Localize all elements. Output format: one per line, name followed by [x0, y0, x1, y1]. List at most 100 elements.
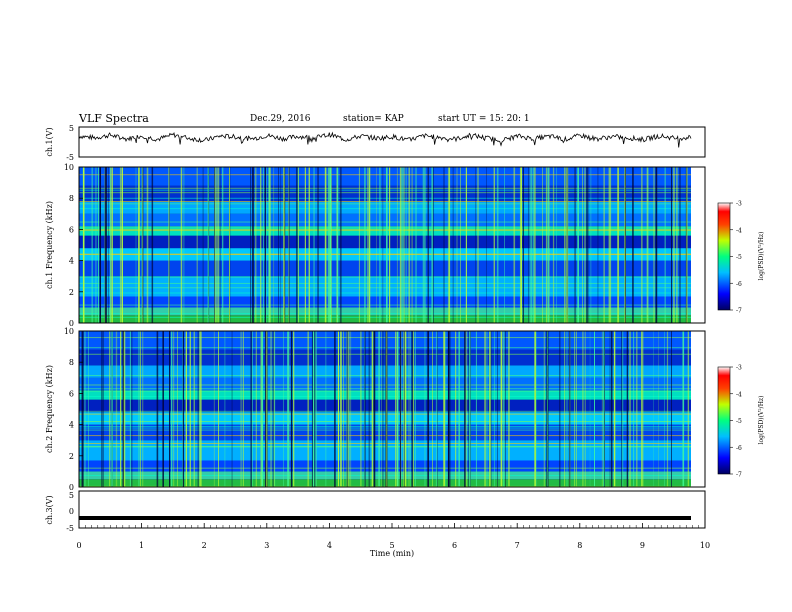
spectrogram-band	[79, 315, 691, 323]
ch1-ytick-bottom: -5	[66, 153, 74, 162]
spectrogram-sferic	[274, 331, 276, 487]
spectrogram-sferic	[104, 167, 106, 323]
spectrogram-sferic	[122, 331, 124, 487]
spectrogram-sferic	[589, 331, 591, 487]
spectrogram-sferic	[260, 167, 262, 323]
spectrogram-sferic	[216, 167, 218, 323]
spectrogram-sferic	[552, 167, 555, 323]
freq-tick-label: 2	[69, 288, 74, 297]
spectrogram-sferic	[534, 331, 536, 487]
spectrogram-sferic	[609, 331, 611, 487]
spectrogram-sferic	[642, 331, 644, 487]
spectrogram-sferic	[448, 167, 451, 323]
spectrogram-sferic	[151, 167, 154, 323]
spectrogram-sferic	[401, 167, 402, 323]
spectrogram-sferic	[222, 167, 224, 323]
spectrogram-sferic	[135, 167, 137, 323]
spectrogram-sferic	[455, 331, 457, 487]
spectrogram-sferic	[251, 167, 253, 323]
spectrogram-sferic	[378, 331, 380, 487]
spectrogram-line	[79, 390, 691, 392]
spectrogram-line	[79, 287, 691, 289]
spectrogram-sferic	[131, 331, 133, 487]
spectrogram-sferic	[340, 331, 342, 487]
colorbar-tick-label: -7	[736, 308, 742, 315]
spectrogram-sferic	[368, 331, 371, 487]
spectrogram-sferic	[105, 167, 107, 323]
spectrogram-sferic	[264, 167, 266, 323]
spectrogram-sferic	[452, 167, 454, 323]
spectrogram-band	[79, 331, 691, 350]
spectrogram-sferic	[468, 331, 469, 487]
spectrogram-sferic	[458, 331, 460, 487]
spectrogram-sferic	[81, 331, 83, 487]
spectrogram-line	[79, 254, 691, 256]
spectrogram-sferic	[617, 167, 619, 323]
spectrogram-sferic	[547, 167, 549, 323]
spectrogram-sferic	[399, 331, 401, 487]
spectrogram-sferic	[475, 331, 477, 487]
freq-tick-label: 6	[69, 389, 74, 398]
spectrogram-sferic	[182, 331, 184, 487]
spectrogram-line	[79, 467, 691, 469]
spectrogram-sferic	[376, 167, 377, 323]
spectrogram-line	[79, 353, 691, 355]
spectrogram-sferic	[252, 167, 254, 323]
spectrogram-sferic	[629, 331, 631, 487]
spectrogram-sferic	[261, 331, 264, 487]
spectrogram-line	[79, 388, 691, 390]
spectrogram-sferic	[287, 331, 289, 487]
freq-tick-label: 6	[69, 225, 74, 234]
spectrogram-sferic	[574, 167, 576, 323]
spectrogram-sferic	[504, 167, 505, 323]
spectrogram-sferic	[489, 331, 491, 487]
spectrogram-sferic	[564, 331, 566, 487]
spectrogram-sferic	[197, 331, 199, 487]
spectrogram-sferic	[653, 167, 655, 323]
spectrogram-band	[79, 213, 691, 227]
spectrogram-sferic	[641, 331, 643, 487]
spectrogram-sferic	[519, 167, 521, 323]
spectrogram-sferic	[385, 331, 387, 487]
spectrogram-sferic	[412, 331, 414, 487]
spectrogram-sferic	[110, 167, 112, 323]
spectrogram-sferic	[273, 167, 275, 323]
spectrogram-sferic	[532, 167, 535, 323]
spectrogram-sferic	[494, 331, 495, 487]
spectrogram-sferic	[613, 331, 616, 487]
spectrogram-sferic	[397, 331, 399, 487]
spectrogram-sferic	[122, 167, 123, 323]
x-tick-label: 0	[76, 541, 81, 550]
spectrogram-sferic	[590, 167, 592, 323]
spectrogram-sferic	[422, 167, 424, 323]
spectrogram-sferic	[183, 167, 185, 323]
spectrogram-line	[79, 304, 691, 306]
spectrogram-sferic	[173, 331, 175, 487]
spectrogram-sferic	[574, 331, 576, 487]
spectrogram-sferic	[547, 331, 548, 487]
spectrogram-line	[79, 292, 691, 294]
ch2-spectrogram-image	[79, 331, 705, 487]
spectrogram-sferic	[522, 167, 524, 323]
spectrogram-sferic	[251, 331, 253, 487]
spectrogram-sferic	[214, 167, 215, 323]
spectrogram-sferic	[263, 167, 264, 323]
spectrogram-sferic	[432, 331, 433, 487]
spectrogram-sferic	[269, 167, 271, 323]
spectrogram-sferic	[364, 167, 366, 323]
spectrogram-band	[79, 235, 691, 249]
spectrogram-band	[79, 349, 691, 366]
spectrogram-sferic	[168, 167, 170, 323]
spectrogram-sferic	[584, 331, 586, 487]
spectrogram-sferic	[115, 331, 118, 487]
spectrogram-sferic	[297, 167, 299, 323]
spectrogram-sferic	[671, 167, 673, 323]
spectrogram-sferic	[217, 167, 220, 323]
ch1-spectrogram-panel: ch.1 Frequency (kHz) 0 2 4 6 8 10	[45, 163, 706, 328]
freq-tick-label: 2	[69, 452, 74, 461]
spectrogram-sferic	[687, 331, 689, 487]
spectrogram-sferic	[138, 167, 140, 323]
spectrogram-line	[79, 396, 691, 397]
spectrogram-sferic	[608, 167, 610, 323]
spectrogram-line	[79, 230, 691, 232]
